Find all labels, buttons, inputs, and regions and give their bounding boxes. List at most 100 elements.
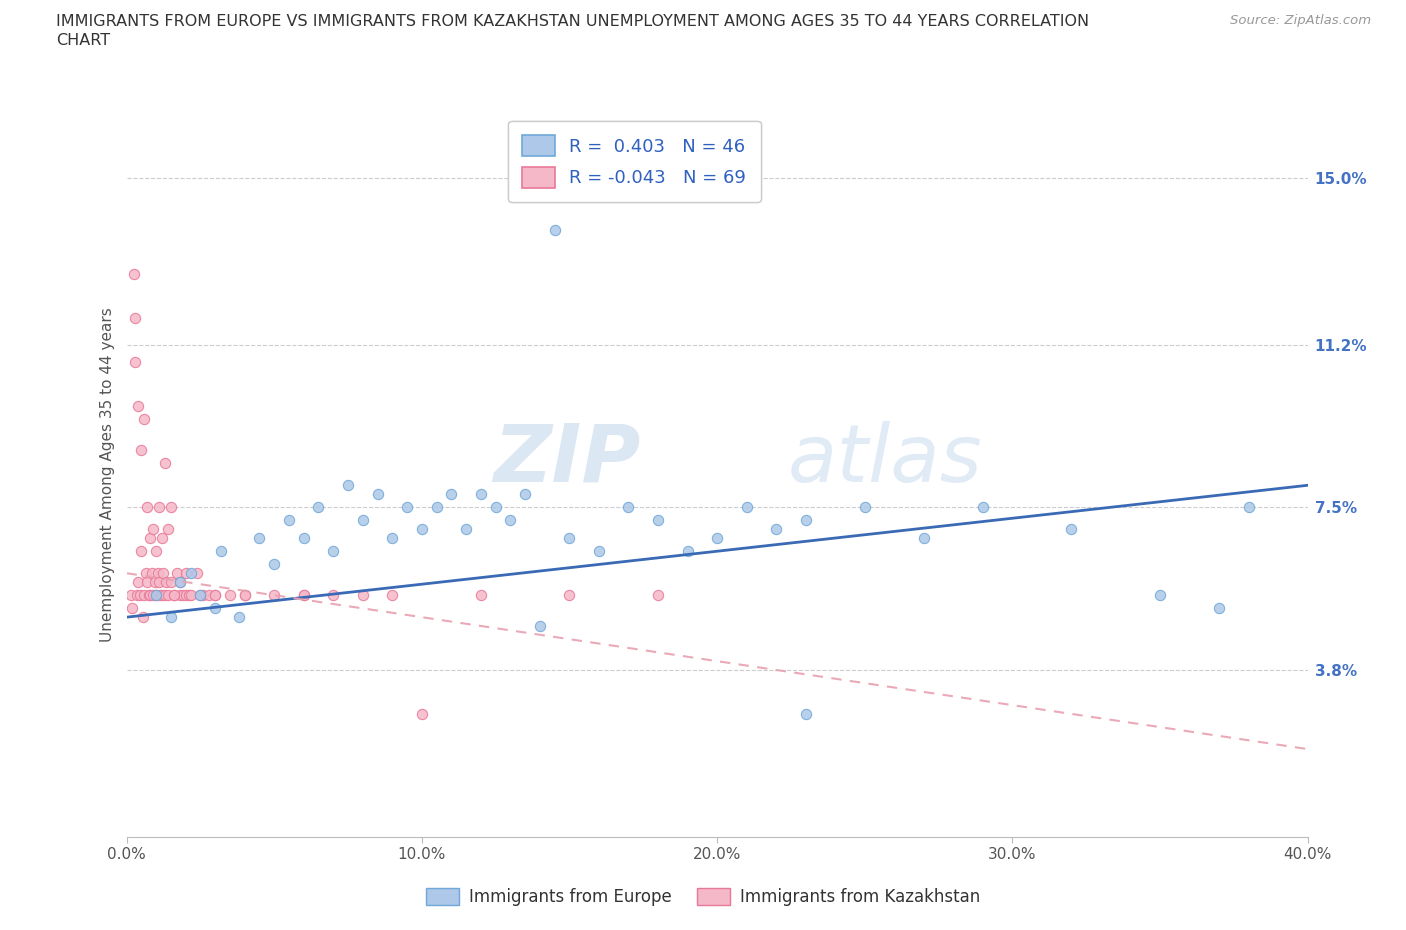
- Point: [647, 513, 669, 528]
- Point: [233, 588, 256, 603]
- Point: [180, 565, 202, 580]
- Point: [617, 499, 640, 514]
- Point: [160, 499, 183, 514]
- Point: [337, 478, 360, 493]
- Point: [150, 531, 173, 546]
- Y-axis label: Unemployment Among Ages 35 to 44 years: Unemployment Among Ages 35 to 44 years: [100, 307, 115, 642]
- Point: [558, 588, 581, 603]
- Point: [1149, 588, 1171, 603]
- Point: [381, 531, 404, 546]
- Point: [155, 575, 177, 590]
- Point: [470, 588, 492, 603]
- Point: [174, 565, 197, 580]
- Point: [134, 588, 156, 603]
- Point: [499, 513, 522, 528]
- Point: [163, 588, 186, 603]
- Point: [160, 610, 183, 625]
- Point: [411, 707, 433, 722]
- Point: [470, 486, 492, 501]
- Point: [396, 499, 419, 514]
- Point: [853, 499, 876, 514]
- Point: [209, 544, 232, 559]
- Point: [146, 565, 169, 580]
- Point: [647, 588, 669, 603]
- Text: CHART: CHART: [56, 33, 110, 47]
- Point: [152, 565, 174, 580]
- Point: [135, 565, 157, 580]
- Text: atlas: atlas: [787, 420, 983, 498]
- Point: [188, 588, 212, 603]
- Point: [148, 575, 170, 590]
- Point: [735, 499, 758, 514]
- Point: [912, 531, 935, 546]
- Point: [150, 588, 173, 603]
- Point: [233, 588, 256, 603]
- Point: [1208, 601, 1230, 616]
- Point: [145, 588, 167, 603]
- Point: [141, 565, 163, 580]
- Legend: Immigrants from Europe, Immigrants from Kazakhstan: Immigrants from Europe, Immigrants from …: [419, 881, 987, 912]
- Point: [278, 513, 301, 528]
- Point: [142, 522, 165, 537]
- Point: [124, 354, 146, 369]
- Point: [139, 531, 162, 546]
- Point: [249, 531, 271, 546]
- Point: [1237, 499, 1260, 514]
- Point: [129, 443, 153, 458]
- Point: [145, 588, 167, 603]
- Point: [1060, 522, 1083, 537]
- Point: [172, 588, 194, 603]
- Point: [204, 601, 226, 616]
- Point: [186, 565, 208, 580]
- Point: [219, 588, 242, 603]
- Point: [142, 588, 165, 603]
- Point: [149, 588, 172, 603]
- Point: [588, 544, 610, 559]
- Point: [204, 588, 226, 603]
- Point: [128, 588, 150, 603]
- Legend: R =  0.403   N = 46, R = -0.043   N = 69: R = 0.403 N = 46, R = -0.043 N = 69: [508, 121, 761, 202]
- Point: [558, 531, 581, 546]
- Point: [794, 707, 817, 722]
- Point: [308, 499, 330, 514]
- Point: [156, 522, 179, 537]
- Text: ZIP: ZIP: [494, 420, 640, 498]
- Point: [706, 531, 728, 546]
- Point: [204, 588, 226, 603]
- Point: [134, 412, 156, 427]
- Point: [292, 531, 315, 546]
- Point: [426, 499, 449, 514]
- Point: [352, 588, 374, 603]
- Point: [972, 499, 994, 514]
- Point: [136, 575, 159, 590]
- Text: IMMIGRANTS FROM EUROPE VS IMMIGRANTS FROM KAZAKHSTAN UNEMPLOYMENT AMONG AGES 35 : IMMIGRANTS FROM EUROPE VS IMMIGRANTS FRO…: [56, 14, 1090, 29]
- Point: [177, 588, 200, 603]
- Point: [143, 575, 166, 590]
- Point: [169, 575, 191, 590]
- Point: [440, 486, 463, 501]
- Point: [160, 575, 183, 590]
- Point: [263, 588, 285, 603]
- Point: [676, 544, 699, 559]
- Point: [193, 588, 215, 603]
- Point: [228, 610, 250, 625]
- Point: [765, 522, 787, 537]
- Point: [148, 499, 170, 514]
- Point: [292, 588, 315, 603]
- Point: [794, 513, 817, 528]
- Point: [132, 610, 155, 625]
- Point: [169, 588, 191, 603]
- Point: [156, 588, 179, 603]
- Point: [188, 588, 212, 603]
- Point: [367, 486, 389, 501]
- Point: [136, 499, 159, 514]
- Point: [411, 522, 433, 537]
- Point: [456, 522, 478, 537]
- Point: [127, 575, 149, 590]
- Point: [122, 267, 145, 282]
- Point: [485, 499, 508, 514]
- Point: [174, 588, 197, 603]
- Point: [129, 544, 153, 559]
- Point: [544, 223, 567, 238]
- Point: [263, 557, 285, 572]
